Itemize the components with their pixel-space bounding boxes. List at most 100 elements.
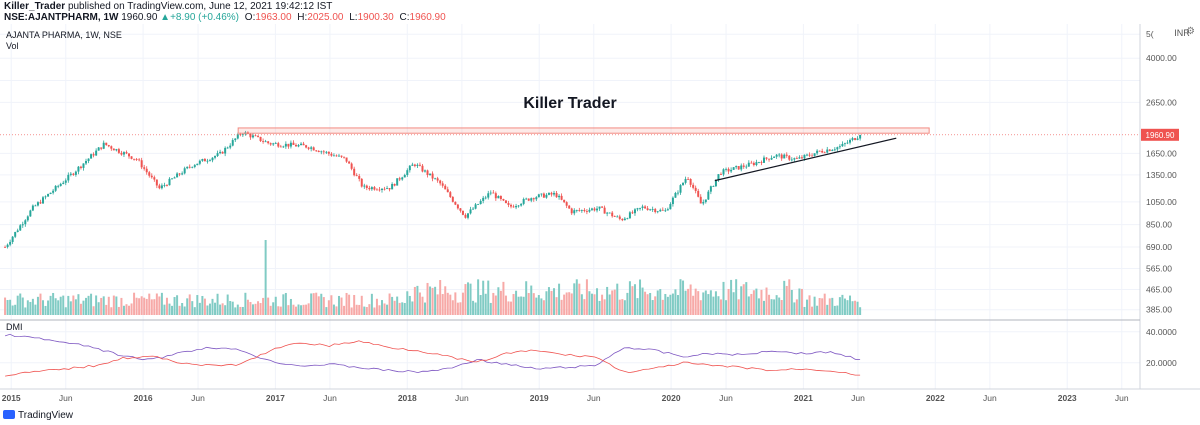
candle xyxy=(373,185,376,191)
candle-body xyxy=(606,212,609,214)
volume-bar xyxy=(294,306,297,315)
candle-body xyxy=(732,167,735,170)
volume-bar xyxy=(29,301,32,315)
candle-body xyxy=(315,150,318,152)
candle-body xyxy=(512,206,515,208)
candle-body xyxy=(426,170,429,176)
volume-bar xyxy=(158,296,161,315)
drawings[interactable] xyxy=(0,127,1140,182)
volume-bar xyxy=(150,299,153,315)
time-tick-label: 2015 xyxy=(2,393,21,403)
volume-bar xyxy=(699,300,702,315)
candle-body xyxy=(117,149,120,153)
candle-body xyxy=(380,188,383,190)
candle xyxy=(335,154,338,157)
volume-bar xyxy=(186,298,189,315)
candle-body xyxy=(176,173,179,178)
candle-body xyxy=(145,168,148,173)
candle-body xyxy=(307,147,310,149)
gear-icon[interactable]: ⚙ xyxy=(1186,26,1195,37)
volume-bar xyxy=(616,283,619,315)
volume-bar xyxy=(143,297,146,315)
candle-body xyxy=(813,153,816,156)
candle-body xyxy=(636,208,639,210)
volume-bar xyxy=(145,298,148,315)
candle-body xyxy=(178,173,181,175)
candle xyxy=(257,135,260,138)
candle-body xyxy=(770,157,773,160)
candle xyxy=(507,200,510,208)
volume-bar xyxy=(138,298,141,315)
volume-bar xyxy=(375,298,378,315)
time-tick-label: 2023 xyxy=(1058,393,1077,403)
candle-body xyxy=(26,216,29,221)
price-axis[interactable]: 5(4000.00 2650.00 1650.00 1350.00 1050.00 850… xyxy=(1141,29,1179,368)
candle xyxy=(317,150,320,153)
candle-body xyxy=(527,198,530,201)
volume-bar xyxy=(72,295,75,315)
volume-label: Vol xyxy=(6,41,19,51)
candle xyxy=(494,191,497,201)
time-axis[interactable]: 2015 Jun 2016 Jun 2017 Jun 2018 Jun 2019 Jun 2020 J… xyxy=(2,393,1129,403)
candle xyxy=(9,239,12,247)
candle xyxy=(636,207,639,212)
candle-body xyxy=(102,142,105,149)
candle-body xyxy=(39,202,42,204)
candle xyxy=(477,203,480,205)
volume-bar xyxy=(484,293,487,315)
candle xyxy=(343,156,346,159)
publisher-name[interactable]: Killer_Trader xyxy=(4,1,66,12)
volume-bar xyxy=(406,291,409,315)
candle-body xyxy=(310,147,313,149)
candle-body xyxy=(413,164,416,166)
candle-body xyxy=(216,153,219,157)
volume-bar xyxy=(459,302,462,315)
chart-canvas[interactable]: AJANTA PHARMA, 1W, NSE Vol Killer Trader… xyxy=(0,24,1200,408)
volume-bar xyxy=(360,295,363,315)
candle-body xyxy=(294,144,297,147)
volume-bar xyxy=(441,294,444,315)
candle xyxy=(413,163,416,168)
candle-body xyxy=(153,177,156,180)
candle-body xyxy=(69,173,72,175)
candle xyxy=(90,153,93,159)
candle-body xyxy=(742,165,745,167)
volume-bar xyxy=(537,295,540,315)
volume-bar xyxy=(742,284,745,315)
candle xyxy=(626,217,629,220)
candle-body xyxy=(19,225,22,231)
publish-line: Killer_Trader published on TradingView.c… xyxy=(4,1,332,12)
volume-bar xyxy=(664,293,667,315)
candle xyxy=(522,197,525,206)
volume-bar xyxy=(659,289,662,315)
volume-bar xyxy=(755,288,758,315)
volume-bars xyxy=(4,240,862,315)
last-price-badge xyxy=(1141,128,1179,141)
candle-body xyxy=(687,178,690,180)
last-price: 1960.90 xyxy=(121,12,158,23)
candle-body xyxy=(173,177,176,179)
candle xyxy=(251,132,254,139)
candle xyxy=(639,207,642,211)
candle-body xyxy=(593,208,596,211)
candle-body xyxy=(165,185,168,186)
candle xyxy=(416,163,419,169)
candle-body xyxy=(520,203,523,206)
candle-body xyxy=(353,168,356,176)
volume-bar xyxy=(307,303,310,315)
candle xyxy=(456,203,459,210)
candle xyxy=(651,206,654,212)
volume-bar xyxy=(841,294,844,315)
candle-body xyxy=(52,190,55,193)
candle-body xyxy=(492,192,495,194)
candle xyxy=(229,143,232,150)
dmi-label: DMI xyxy=(6,322,23,332)
volume-bar xyxy=(317,296,320,315)
candle xyxy=(679,184,682,195)
volume-bar xyxy=(383,303,386,315)
volume-bar xyxy=(34,304,37,315)
tradingview-logo[interactable]: TradingView xyxy=(3,410,73,422)
candle-body xyxy=(689,178,692,185)
currency-badge[interactable]: INR xyxy=(1174,28,1190,38)
candle-body xyxy=(6,244,9,248)
